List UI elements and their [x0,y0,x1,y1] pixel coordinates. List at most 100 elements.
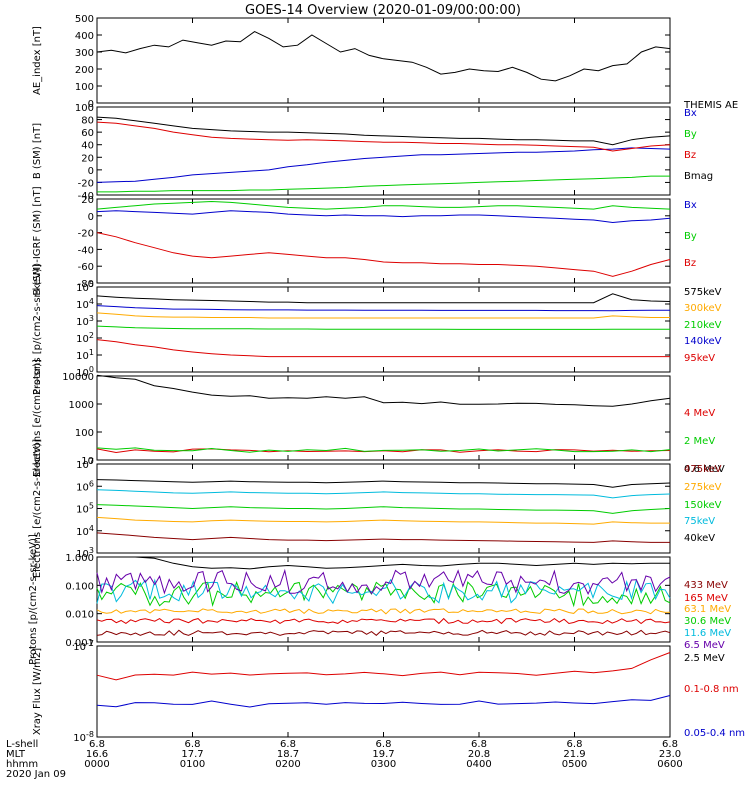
legend-label: 575keV [684,287,722,298]
y-tick-label: -60 [78,262,94,273]
y-axis-label: Xray Flux [W/m2] [32,648,43,735]
y-axis-label: B (SM)-IGRF (SM) [nT] [32,186,43,295]
x-tick-label: 6.8 [376,739,392,750]
panel-frame [96,556,671,643]
y-tick-label: -80 [78,279,94,290]
series-line-bz [96,121,671,152]
y-tick-label: 0.001 [65,638,94,649]
x-tick-label: 6.8 [662,739,678,750]
y-tick-label: 60 [81,128,94,139]
panel-3: -80 -60 -40 -20 0 20 B (SM)-IGRF (SM) [nT] Bx By… [32,186,697,295]
legend-label: 2.5 MeV [684,653,725,664]
y-tick-label: 0.010 [65,610,94,621]
panel-7: 0.001 0.010 0.100 1.000 Protons [p/(cm2-s-sr… [28,534,731,665]
y-tick-label: 500 [75,14,94,25]
x-tick-label: 6.8 [567,739,583,750]
y-tick-label: 101 [76,348,94,362]
legend-label: 475keV [684,464,722,475]
legend-label: 95keV [684,353,715,364]
legend-label: 30.6 MeV [684,616,731,627]
x-row-label: MLT [6,749,26,760]
y-axis-label: Electrons [e/(cm2-s-sr-keV)] [32,439,43,578]
legend-label: 40keV [684,533,715,544]
y-tick-label: 107 [76,457,94,471]
y-tick-label: 10 [81,456,94,467]
series-line-275kev [96,516,670,525]
series-line-by [97,175,670,193]
series-line-0-1-0-8-nm [96,652,671,681]
legend-label: 433 MeV [684,580,728,591]
series-line-150kev [96,504,671,514]
y-tick-label: 20 [81,195,94,206]
legend-label: 275keV [684,482,722,493]
legend-label: Bmag [684,171,713,182]
series-line-165-mev [96,617,671,625]
x-tick-label: 0500 [562,759,587,770]
series-line-433-mev [96,629,671,636]
panel-5: 10 100 1000 10000 Electrons [e/(cm2-s-sr)] 4 … [32,359,725,477]
y-tick-label: 103 [76,314,94,328]
legend-label: 210keV [684,320,722,331]
x-tick-label: 6.8 [185,739,201,750]
y-tick-label: 1000 [69,400,94,411]
series-line-2-mev [96,447,671,453]
y-tick-label: 10-8 [73,730,94,744]
series-line-bz [96,232,671,277]
legend-label: 6.5 MeV [684,640,725,651]
y-axis-label: Protons [p/(cm2-s-sr-keV)] [32,264,43,395]
y-tick-label: 300 [75,48,94,59]
x-row-label: L-shell [6,739,38,750]
y-tick-label: -20 [78,229,94,240]
x-tick-label: 17.7 [181,749,203,760]
y-tick-label: 100 [75,82,94,93]
y-axis-label: Electrons [e/(cm2-s-sr)] [32,359,43,477]
legend-label: Bz [684,150,696,161]
series-line-by [96,200,671,210]
x-tick-label: 18.7 [277,749,299,760]
x-tick-label: 0400 [466,759,491,770]
legend-label: Bz [684,258,696,269]
y-tick-label: 100 [76,365,94,379]
legend-label: Bx [684,108,697,119]
series-line-575kev [96,293,671,304]
legend-label: THEMIS AE [683,100,738,111]
y-axis-label: B (SM) [nT] [32,123,43,179]
y-tick-label: 104 [76,297,94,311]
legend-label: 165 MeV [684,593,728,604]
y-tick-label: 10-7 [73,639,94,653]
y-tick-label: 200 [75,65,94,76]
series-line-40kev [96,479,671,488]
x-tick-label: 23.0 [659,749,681,760]
x-tick-label: 0300 [371,759,396,770]
legend-label: 75keV [684,516,715,527]
series-line-bmag [96,116,671,146]
y-tick-label: -20 [78,178,94,189]
x-tick-label: 0200 [275,759,300,770]
series-line-themis-ae [96,31,671,82]
series-line-bx [96,147,671,183]
y-tick-label: 105 [76,502,94,516]
x-tick-label: 0000 [84,759,109,770]
series-line-0-6-mev [96,374,671,407]
legend-label: By [684,231,697,242]
x-row-label: hhmm [6,759,38,770]
series-line-11-6-mev [96,578,671,605]
x-tick-label: 16.6 [86,749,108,760]
y-tick-label: 104 [76,524,94,538]
legend-label: 300keV [684,303,722,314]
x-tick-label: 0600 [657,759,682,770]
series-line-2-5-mev [97,556,670,570]
legend-label: 140keV [684,336,722,347]
y-axis-label: Protons [p/(cm2-s-sr-keV)] [28,534,39,665]
panel-4: 100 101 102 103 104 105 Protons [p/(cm2-s-sr-k… [32,264,722,395]
x-tick-label: 6.8 [280,739,296,750]
legend-label: 0.1-0.8 nm [684,684,739,695]
y-tick-label: 400 [75,31,94,42]
series-line-0-05-0-4-nm [96,695,671,708]
y-tick-label: 1.000 [65,553,94,564]
series-line-140kev [96,305,670,312]
y-axis-label: AE_index [nT] [32,26,43,95]
